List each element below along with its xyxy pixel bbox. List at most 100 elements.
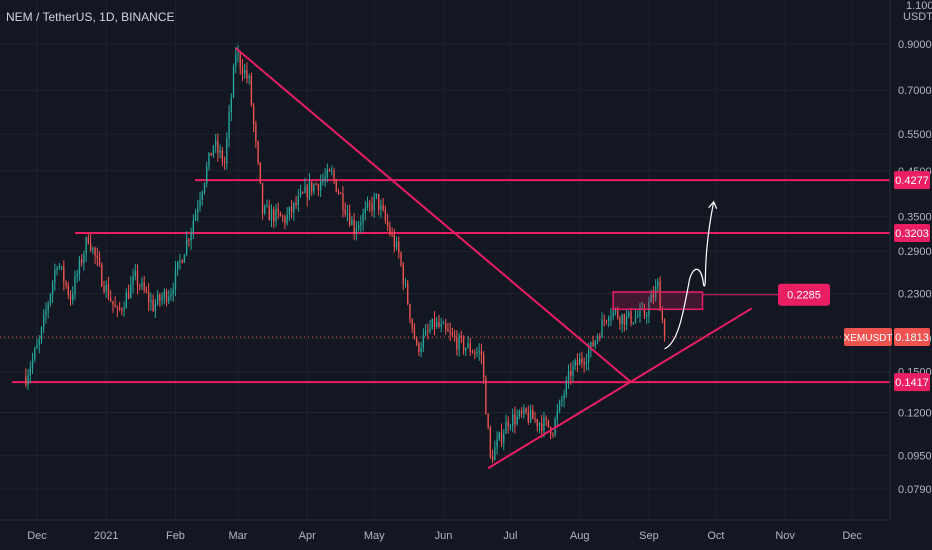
candle-body [643, 307, 646, 317]
candle-body [585, 361, 588, 365]
candle-body [324, 176, 326, 180]
candle-body [496, 439, 498, 448]
candle-body [494, 447, 496, 461]
candle-body [266, 205, 268, 207]
candle-body [563, 394, 565, 400]
candle-body [536, 419, 538, 426]
candle-body [275, 208, 277, 222]
candle-body [480, 351, 483, 355]
candle-body [290, 206, 293, 213]
candle-body [299, 192, 302, 197]
candle-body [581, 358, 583, 363]
candle-body [449, 331, 451, 333]
candle-body [125, 292, 128, 309]
symbol-tag-text: XEMUSDT [844, 333, 893, 344]
currency-label: USDT [903, 11, 932, 23]
candle-body [663, 319, 666, 338]
target-label-box[interactable] [778, 283, 830, 306]
candle-body [326, 169, 329, 177]
candle-body [445, 323, 447, 329]
target-label: 0.2285 [787, 290, 821, 302]
candle-body [217, 141, 219, 153]
candle-body [552, 434, 554, 436]
level-price-tag [894, 373, 930, 392]
candle-body [489, 427, 492, 457]
candle-body [596, 336, 599, 341]
candle-body [58, 266, 61, 269]
candle-body [159, 294, 161, 301]
candle-body [500, 432, 503, 443]
candle-body [471, 352, 474, 354]
candle-body [304, 186, 306, 193]
candle-body [152, 300, 154, 311]
candle-body [188, 239, 190, 241]
candle-body [556, 410, 559, 419]
level-price-tag-text: 0.3203 [895, 228, 929, 240]
ascending-trendline[interactable] [487, 307, 753, 470]
candle-body [398, 241, 400, 253]
candle-body [422, 335, 425, 348]
candle-body [143, 282, 145, 291]
price-tick-label: 0.0950 [898, 450, 932, 462]
price-tick-label: 0.1200 [898, 408, 932, 420]
candle-body [118, 308, 121, 310]
candle-body [353, 219, 355, 233]
projection-arrowhead [708, 200, 718, 209]
candle-body [192, 220, 195, 232]
candle-body [650, 294, 652, 303]
candle-body [89, 242, 92, 251]
candle-body [319, 181, 322, 191]
candle-body [371, 204, 373, 211]
candle-body [172, 289, 174, 294]
candle-body [498, 432, 500, 440]
candle-body [657, 281, 659, 287]
candle-body [65, 281, 67, 286]
candle-body [116, 307, 119, 309]
candle-body [127, 292, 130, 299]
descending-trendline[interactable] [235, 47, 632, 383]
candle-body [183, 254, 186, 263]
candle-body [578, 358, 581, 366]
time-tick-label: Feb [166, 530, 185, 542]
candle-body [239, 53, 241, 68]
candle-body [40, 327, 43, 340]
candle-body [34, 348, 36, 359]
candle-body [136, 270, 139, 286]
chart-title: NEM / TetherUS, 1D, BINANCE [6, 10, 175, 24]
candle-body [652, 294, 655, 298]
candle-body [342, 193, 344, 210]
candle-body [601, 319, 603, 338]
candle-body [132, 276, 134, 285]
candle-body [38, 339, 40, 345]
price-tick-label: 0.2900 [898, 246, 932, 258]
candle-body [92, 247, 94, 251]
projection-path[interactable] [664, 201, 715, 350]
candle-body [505, 421, 507, 434]
candle-body [63, 266, 65, 282]
resistance-zone[interactable] [612, 291, 704, 311]
candle-body [576, 360, 579, 366]
time-tick-label: Nov [775, 530, 795, 542]
candle-body [206, 166, 208, 184]
top-tick-label: 1.1000 [906, 0, 932, 12]
price-tick-label: 0.7000 [898, 85, 932, 97]
candle-body [605, 320, 608, 322]
candle-body [661, 310, 664, 320]
candle-body [469, 343, 471, 353]
candle-body [561, 399, 563, 402]
candle-body [612, 311, 614, 317]
candle-body [174, 268, 177, 290]
time-tick-label: Oct [707, 530, 724, 542]
candle-body [614, 310, 617, 312]
candle-body [268, 205, 270, 221]
candle-body [161, 297, 163, 301]
candle-body [623, 314, 626, 325]
candle-body [541, 423, 543, 431]
candle-body [369, 202, 371, 205]
candle-body [603, 319, 605, 321]
candle-body [328, 169, 331, 172]
candle-body [413, 327, 416, 339]
candle-body [76, 274, 78, 277]
